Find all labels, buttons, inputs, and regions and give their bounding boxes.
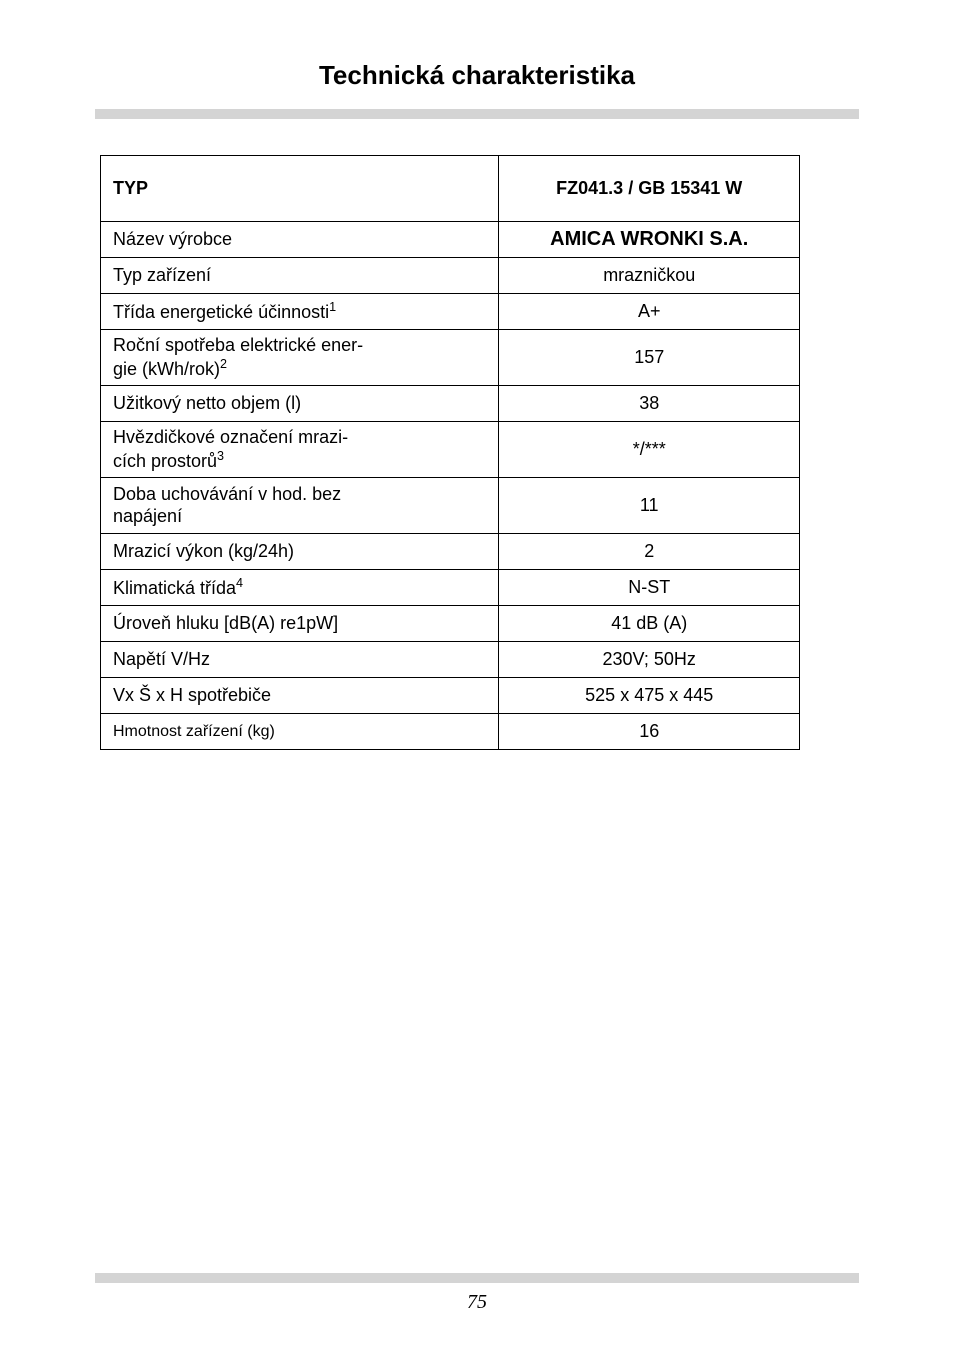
row-label: Mrazicí výkon (kg/24h) (101, 534, 499, 570)
spec-table: TYP FZ041.3 / GB 15341 W Název výrobceAM… (100, 155, 800, 750)
table-row: Roční spotřeba elektrické ener-gie (kWh/… (101, 330, 800, 386)
table-row: Klimatická třída4N-ST (101, 570, 800, 606)
row-value: 230V; 50Hz (499, 642, 800, 678)
table-row: Název výrobceAMICA WRONKI S.A. (101, 222, 800, 258)
row-value: N-ST (499, 570, 800, 606)
row-label: Třída energetické účinnosti1 (101, 294, 499, 330)
row-value: 525 x 475 x 445 (499, 678, 800, 714)
row-label: Napětí V/Hz (101, 642, 499, 678)
row-label: Vx Š x H spotřebiče (101, 678, 499, 714)
row-label: Klimatická třída4 (101, 570, 499, 606)
row-label: Hmotnost zařízení (kg) (101, 714, 499, 750)
row-value: */*** (499, 422, 800, 478)
row-label: Název výrobce (101, 222, 499, 258)
row-value: 157 (499, 330, 800, 386)
row-label: Užitkový netto objem (l) (101, 386, 499, 422)
row-label: Úroveň hluku [dB(A) re1pW] (101, 606, 499, 642)
row-value: A+ (499, 294, 800, 330)
footer-separator-bar (95, 1273, 859, 1283)
table-row: Třída energetické účinnosti1A+ (101, 294, 800, 330)
row-value: mrazničkou (499, 258, 800, 294)
table-row: Vx Š x H spotřebiče525 x 475 x 445 (101, 678, 800, 714)
page-title: Technická charakteristika (95, 60, 859, 91)
header-separator-bar (95, 109, 859, 119)
table-row: Hmotnost zařízení (kg)16 (101, 714, 800, 750)
table-row: Mrazicí výkon (kg/24h)2 (101, 534, 800, 570)
row-value: 2 (499, 534, 800, 570)
header-col-label: TYP (101, 156, 499, 222)
table-row: Užitkový netto objem (l)38 (101, 386, 800, 422)
row-label: Typ zařízení (101, 258, 499, 294)
table-row: Hvězdičkové označení mrazi-cích prostorů… (101, 422, 800, 478)
row-value: 11 (499, 478, 800, 534)
row-value: AMICA WRONKI S.A. (499, 222, 800, 258)
table-row: Typ zařízenímrazničkou (101, 258, 800, 294)
row-label: Doba uchovávání v hod. beznapájení (101, 478, 499, 534)
row-label: Hvězdičkové označení mrazi-cích prostorů… (101, 422, 499, 478)
row-label: Roční spotřeba elektrické ener-gie (kWh/… (101, 330, 499, 386)
header-col-value: FZ041.3 / GB 15341 W (499, 156, 800, 222)
row-value: 16 (499, 714, 800, 750)
row-value: 41 dB (A) (499, 606, 800, 642)
table-row: Doba uchovávání v hod. beznapájení11 (101, 478, 800, 534)
page-number: 75 (95, 1291, 859, 1314)
table-row: Úroveň hluku [dB(A) re1pW]41 dB (A) (101, 606, 800, 642)
table-header-row: TYP FZ041.3 / GB 15341 W (101, 156, 800, 222)
table-row: Napětí V/Hz230V; 50Hz (101, 642, 800, 678)
row-value: 38 (499, 386, 800, 422)
